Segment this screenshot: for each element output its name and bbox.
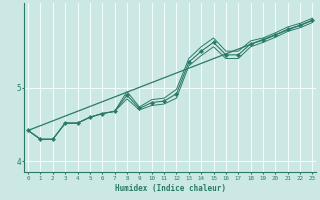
X-axis label: Humidex (Indice chaleur): Humidex (Indice chaleur) (115, 184, 226, 193)
